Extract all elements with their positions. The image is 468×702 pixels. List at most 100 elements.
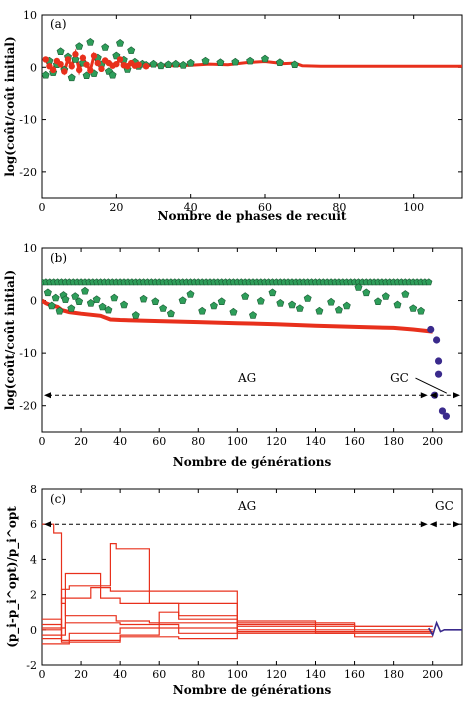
data-point-blue — [427, 325, 435, 334]
data-point-green — [55, 306, 64, 315]
series-line-red — [42, 543, 433, 633]
x-tick-label: 160 — [344, 668, 365, 681]
data-point-green — [216, 58, 225, 66]
data-point-green — [209, 301, 218, 310]
data-point-green — [362, 288, 371, 297]
data-point-green — [303, 294, 312, 302]
data-point-green — [249, 311, 257, 319]
data-point-green — [151, 297, 160, 306]
data-point-red — [64, 56, 72, 63]
series-line-red — [42, 620, 433, 634]
plot-area — [42, 523, 462, 645]
x-tick-label: 200 — [422, 435, 443, 448]
x-tick-label: 140 — [305, 435, 326, 448]
data-point-blue — [434, 370, 443, 378]
arrow-head-divider-left — [420, 392, 428, 399]
data-point-green — [47, 301, 56, 310]
data-point-green — [186, 58, 195, 67]
data-point-green — [131, 311, 140, 319]
x-tick-label: 40 — [184, 201, 198, 214]
data-point-green — [82, 71, 91, 79]
data-point-green — [381, 292, 390, 300]
data-point-green — [139, 294, 148, 303]
panel-1: 0 20 40 60 80 100 -20 -10 0 10 (a) Nombre de phases… — [3, 9, 463, 223]
data-point-green — [110, 293, 119, 302]
data-point-green — [67, 73, 76, 82]
panel-label: (a) — [50, 17, 67, 31]
plot-frame — [41, 247, 463, 433]
y-tick-label: -10 — [19, 114, 37, 127]
data-point-green — [116, 39, 125, 47]
data-point-red — [49, 66, 57, 74]
data-point-green — [327, 297, 336, 306]
annotation-gc: GC — [390, 371, 409, 385]
data-point-green — [275, 58, 284, 66]
x-axis-label: Nombre de générations — [173, 455, 332, 469]
y-tick-label: 6 — [30, 518, 37, 531]
data-point-green — [171, 59, 180, 68]
arrow-head-right — [453, 521, 460, 528]
x-tick-label: 100 — [227, 435, 248, 448]
x-tick-label: 40 — [113, 435, 127, 448]
data-point-red — [72, 51, 79, 58]
x-tick-label: 140 — [305, 668, 326, 681]
data-point-red — [75, 66, 83, 74]
data-point-red — [61, 68, 68, 75]
data-point-green — [229, 307, 238, 316]
plot-area — [42, 38, 462, 82]
data-point-green — [231, 57, 240, 66]
y-tick-label: 0 — [30, 624, 37, 637]
x-tick-label: 180 — [383, 435, 404, 448]
annotation-gc: GC — [435, 499, 454, 513]
y-tick-label: -10 — [19, 347, 37, 360]
x-tick-label: 60 — [152, 435, 166, 448]
data-point-green — [315, 306, 324, 315]
y-tick-label: -2 — [26, 659, 37, 672]
data-point-green — [98, 302, 107, 311]
data-point-green — [108, 70, 117, 79]
data-point-green — [67, 304, 76, 312]
data-point-green — [334, 305, 343, 314]
y-axis-label: log(coût/coût initial) — [3, 36, 17, 176]
data-point-red — [142, 63, 150, 70]
x-tick-label: 60 — [152, 668, 166, 681]
data-point-green — [261, 54, 269, 63]
data-point-green — [56, 47, 65, 56]
data-point-blue — [438, 407, 447, 415]
data-point-green — [290, 60, 299, 68]
data-point-red — [113, 60, 120, 68]
plot-frame — [41, 488, 463, 666]
x-tick-label: 120 — [266, 668, 287, 681]
y-tick-label: 2 — [30, 589, 37, 602]
x-axis-label: Nombre de phases de recuit — [158, 209, 347, 223]
data-point-green — [268, 288, 277, 297]
data-point-green — [51, 293, 60, 302]
arrow-head-divider-right — [429, 521, 437, 528]
data-point-red — [94, 59, 101, 67]
data-point-red — [98, 65, 105, 73]
arrow-head-right — [453, 392, 460, 399]
data-point-green — [75, 42, 84, 50]
y-axis-label: (p_i-p_i^opt)/p_i^opt — [5, 506, 20, 648]
x-tick-label: 80 — [191, 668, 205, 681]
y-tick-label: 10 — [23, 242, 37, 255]
data-point-green — [164, 60, 173, 68]
data-point-red — [79, 54, 87, 62]
data-point-green — [288, 300, 297, 309]
data-point-green — [186, 290, 195, 298]
series-line-red — [42, 523, 433, 627]
data-point-green — [42, 70, 50, 79]
data-point-green — [393, 300, 402, 309]
series-line-blue — [428, 620, 462, 638]
data-point-red — [116, 56, 124, 63]
data-point-red — [57, 60, 64, 68]
x-tick-label: 120 — [266, 435, 287, 448]
data-point-green — [401, 290, 410, 298]
x-tick-label: 0 — [39, 201, 46, 214]
x-tick-label: 40 — [113, 668, 127, 681]
x-axis-label: Nombre de générations — [173, 683, 332, 697]
data-point-green — [374, 297, 382, 306]
y-tick-label: 0 — [30, 295, 37, 308]
x-tick-label: 160 — [344, 435, 365, 448]
